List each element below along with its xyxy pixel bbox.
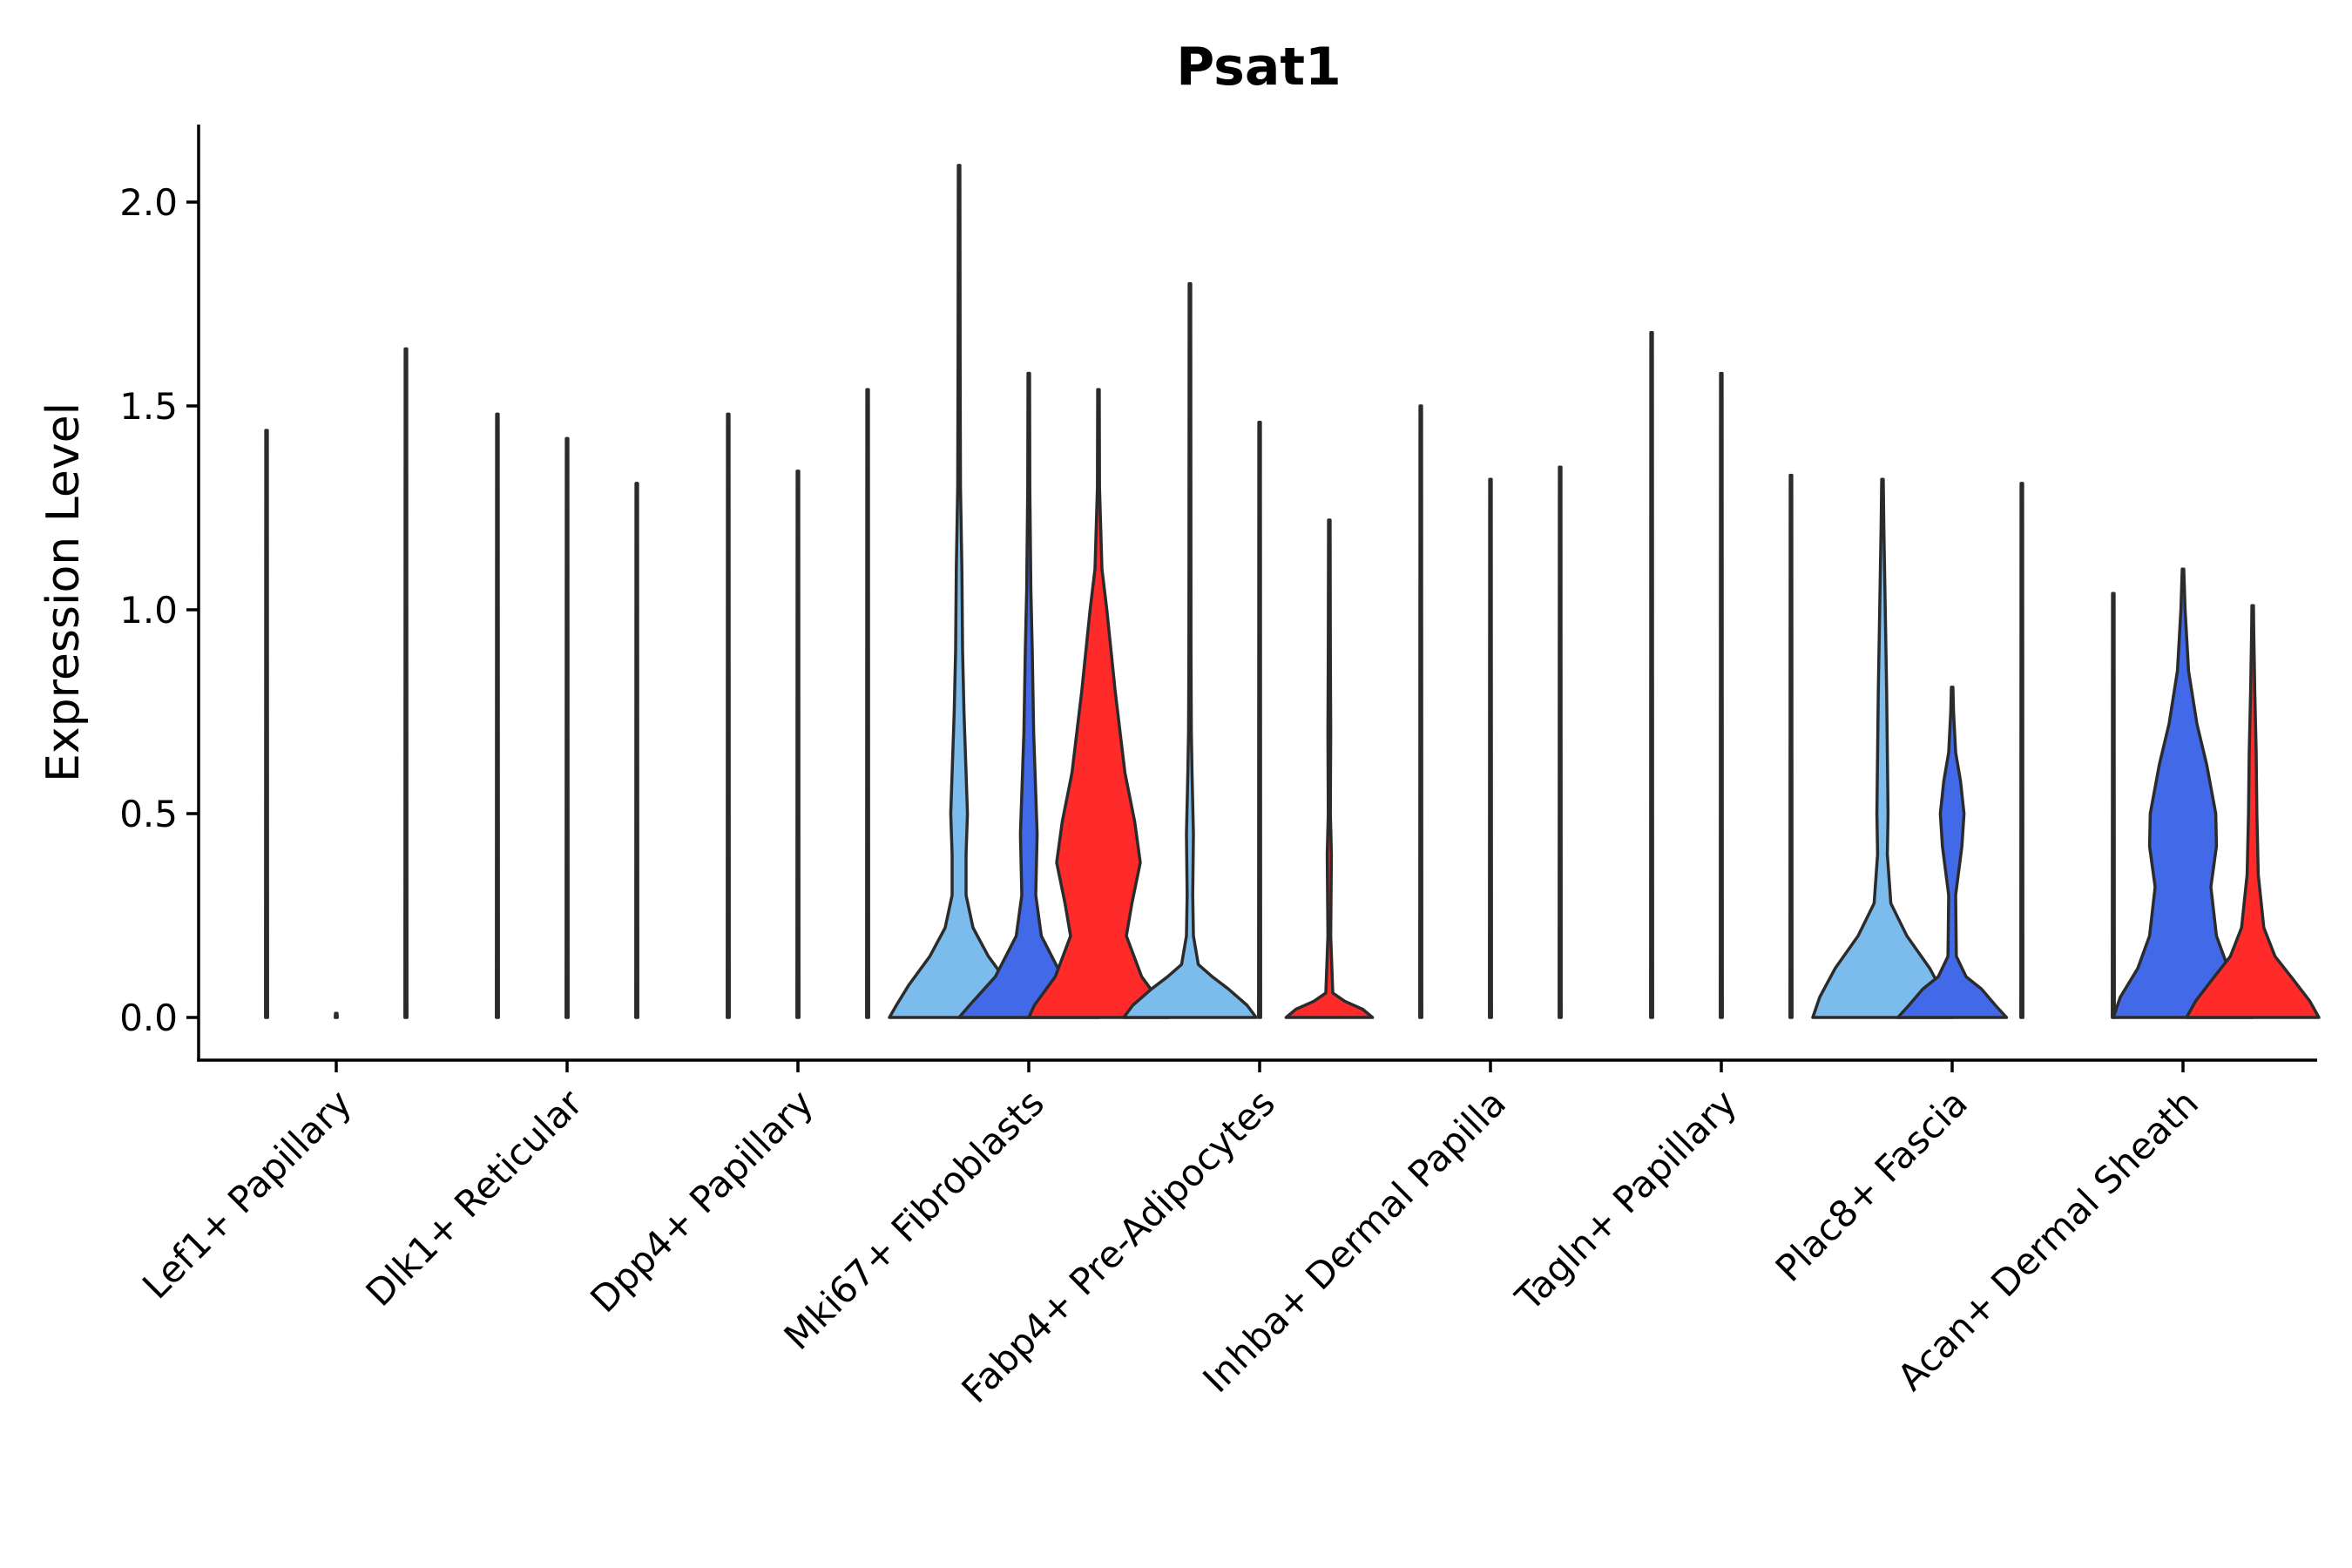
violin-0-1: [334, 1011, 339, 1019]
violin-1-1: [564, 436, 570, 1019]
violin-2-2: [865, 388, 870, 1019]
violin-3-0: [888, 164, 1031, 1019]
violin-group: [264, 164, 2321, 1019]
violin-7-0: [1811, 477, 1954, 1019]
violin-8-0: [2111, 591, 2116, 1019]
x-tick-label: Mki67+ Fibroblasts: [776, 1081, 1052, 1357]
violin-1-2: [634, 482, 639, 1019]
violin-0-2: [403, 347, 409, 1019]
violin-5-2: [1558, 465, 1563, 1019]
violin-7-1: [1896, 686, 2009, 1019]
violin-8-1: [2112, 567, 2254, 1019]
violin-4-1: [1257, 420, 1262, 1019]
x-tick-label: Plac8+ Fascia: [1767, 1081, 1976, 1289]
x-tick-label: Dlk1+ Reticular: [358, 1081, 591, 1315]
x-tick-label: Tagln+ Papillary: [1507, 1081, 1745, 1319]
y-tick-label: 1.0: [119, 589, 178, 632]
violin-3-1: [957, 371, 1100, 1019]
y-axis-label: Expression Level: [37, 402, 90, 782]
violin-7-2: [2019, 482, 2024, 1019]
x-tick-label: Dpp4+ Papillary: [582, 1081, 821, 1321]
x-tick-label: Lef1+ Papillary: [134, 1081, 360, 1307]
y-tick-label: 0.5: [119, 793, 178, 835]
violin-8-2: [2185, 604, 2321, 1019]
violin-5-0: [1418, 404, 1423, 1019]
violin-0-0: [264, 429, 269, 1019]
chart-title: Psat1: [1176, 37, 1342, 98]
y-tick-label: 2.0: [119, 181, 178, 224]
violin-4-0: [1122, 281, 1258, 1019]
violin-4-2: [1284, 518, 1375, 1019]
violin-3-2: [1027, 388, 1170, 1019]
violin-5-1: [1488, 477, 1493, 1019]
violin-1-0: [495, 412, 500, 1019]
violin-6-2: [1788, 473, 1794, 1019]
y-tick-label: 1.5: [119, 385, 178, 428]
violin-6-0: [1649, 331, 1654, 1019]
violin-2-1: [795, 470, 801, 1019]
violin-6-1: [1719, 371, 1724, 1019]
violin-2-0: [726, 412, 731, 1019]
y-tick-label: 0.0: [119, 997, 178, 1039]
